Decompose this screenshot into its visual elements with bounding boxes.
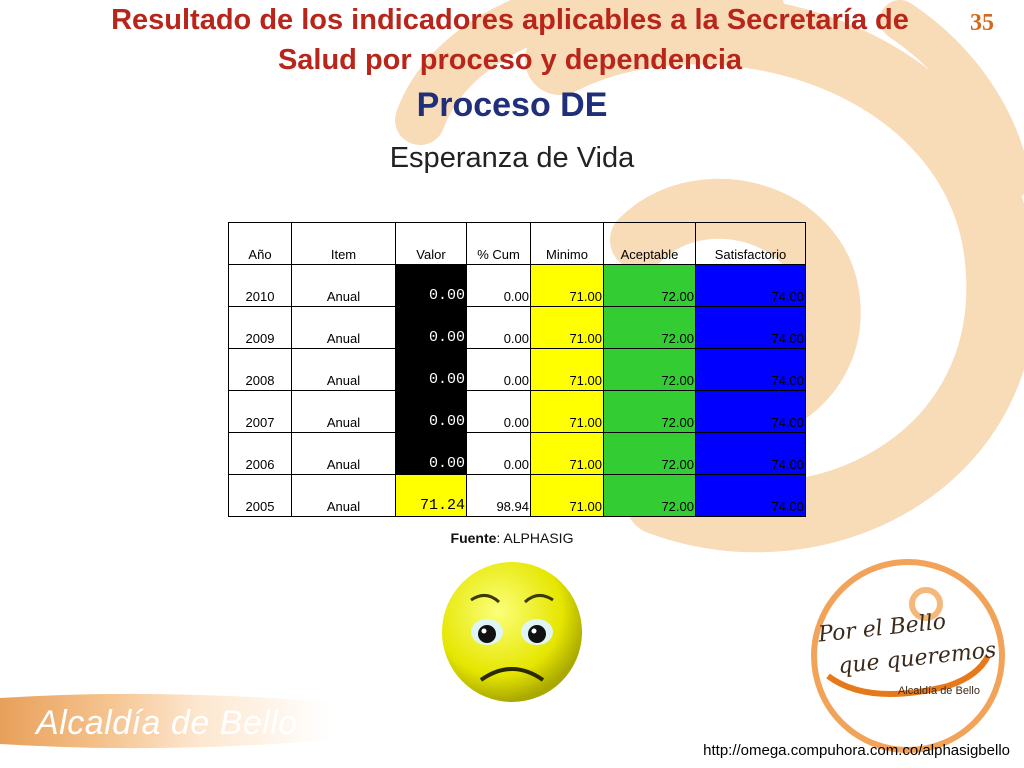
cell-minimo: 71.00 xyxy=(530,348,604,391)
cell-aceptable: 72.00 xyxy=(603,264,696,307)
table-row: 2005 Anual 71.24 98.94 71.00 72.00 74.00 xyxy=(228,474,806,517)
header-satisfactorio: Satisfactorio xyxy=(695,222,806,265)
footer-bar xyxy=(0,693,330,749)
table-row: 2010 Anual 0.00 0.00 71.00 72.00 74.00 xyxy=(228,264,806,307)
cell-cum: 0.00 xyxy=(466,264,531,307)
cell-valor: 0.00 xyxy=(395,390,467,433)
cell-year: 2010 xyxy=(228,264,292,307)
slide-number: 35 xyxy=(970,10,994,36)
source-value: : ALPHASIG xyxy=(496,530,574,546)
process-title: Proceso DE xyxy=(416,86,608,124)
table-header-row: Año Item Valor % Cum Minimo Aceptable Sa… xyxy=(228,222,806,265)
cell-item: Anual xyxy=(291,432,396,475)
cell-item: Anual xyxy=(291,474,396,517)
slide-title-line1: Resultado de los indicadores aplicables … xyxy=(111,4,909,36)
footer-url[interactable]: http://omega.compuhora.com.co/alphasigbe… xyxy=(703,742,1010,759)
cell-valor: 0.00 xyxy=(395,306,467,349)
cell-satisfactorio: 74.00 xyxy=(695,264,806,307)
sad-face-icon xyxy=(441,560,583,704)
cell-year: 2005 xyxy=(228,474,292,517)
cell-item: Anual xyxy=(291,390,396,433)
cell-valor: 0.00 xyxy=(395,348,467,391)
header-valor: Valor xyxy=(395,222,467,265)
cell-satisfactorio: 74.00 xyxy=(695,432,806,475)
header-minimo: Minimo xyxy=(530,222,604,265)
indicator-subtitle: Esperanza de Vida xyxy=(389,142,635,174)
table-body: 2010 Anual 0.00 0.00 71.00 72.00 74.00 2009 Anua… xyxy=(228,264,806,517)
logo-line3: Alcaldía de Bello xyxy=(898,685,980,697)
cell-minimo: 71.00 xyxy=(530,432,604,475)
cell-item: Anual xyxy=(291,264,396,307)
cell-year: 2006 xyxy=(228,432,292,475)
cell-satisfactorio: 74.00 xyxy=(695,348,806,391)
cell-satisfactorio: 74.00 xyxy=(695,474,806,517)
cell-year: 2008 xyxy=(228,348,292,391)
cell-minimo: 71.00 xyxy=(530,390,604,433)
source-note: Fuente: ALPHASIG xyxy=(0,530,1024,546)
cell-aceptable: 72.00 xyxy=(603,390,696,433)
cell-aceptable: 72.00 xyxy=(603,306,696,349)
cell-cum: 0.00 xyxy=(466,390,531,433)
header-year: Año xyxy=(228,222,292,265)
cell-item: Anual xyxy=(291,348,396,391)
header-aceptable: Aceptable xyxy=(603,222,696,265)
cell-valor: 0.00 xyxy=(395,264,467,307)
table-row: 2007 Anual 0.00 0.00 71.00 72.00 74.00 xyxy=(228,390,806,433)
cell-satisfactorio: 74.00 xyxy=(695,306,806,349)
cell-satisfactorio: 74.00 xyxy=(695,390,806,433)
logo-swirl-icon xyxy=(811,559,1005,753)
cell-minimo: 71.00 xyxy=(530,264,604,307)
source-label: Fuente xyxy=(450,530,497,546)
cell-aceptable: 72.00 xyxy=(603,348,696,391)
header-cum: % Cum xyxy=(466,222,531,265)
cell-aceptable: 72.00 xyxy=(603,432,696,475)
cell-year: 2009 xyxy=(228,306,292,349)
slide-title-line2: Salud por proceso y dependencia xyxy=(277,44,743,76)
header-item: Item xyxy=(291,222,396,265)
cell-aceptable: 72.00 xyxy=(603,474,696,517)
cell-cum: 98.94 xyxy=(466,474,531,517)
indicator-table: Año Item Valor % Cum Minimo Aceptable Sa… xyxy=(228,222,806,517)
cell-minimo: 71.00 xyxy=(530,474,604,517)
table-row: 2009 Anual 0.00 0.00 71.00 72.00 74.00 xyxy=(228,306,806,349)
cell-valor: 71.24 xyxy=(395,474,467,517)
table-row: 2006 Anual 0.00 0.00 71.00 72.00 74.00 xyxy=(228,432,806,475)
cell-cum: 0.00 xyxy=(466,306,531,349)
table-row: 2008 Anual 0.00 0.00 71.00 72.00 74.00 xyxy=(228,348,806,391)
cell-year: 2007 xyxy=(228,390,292,433)
cell-valor: 0.00 xyxy=(395,432,467,475)
cell-cum: 0.00 xyxy=(466,432,531,475)
cell-item: Anual xyxy=(291,306,396,349)
footer-brand: Alcaldía de Bello xyxy=(36,704,298,742)
cell-minimo: 71.00 xyxy=(530,306,604,349)
cell-cum: 0.00 xyxy=(466,348,531,391)
